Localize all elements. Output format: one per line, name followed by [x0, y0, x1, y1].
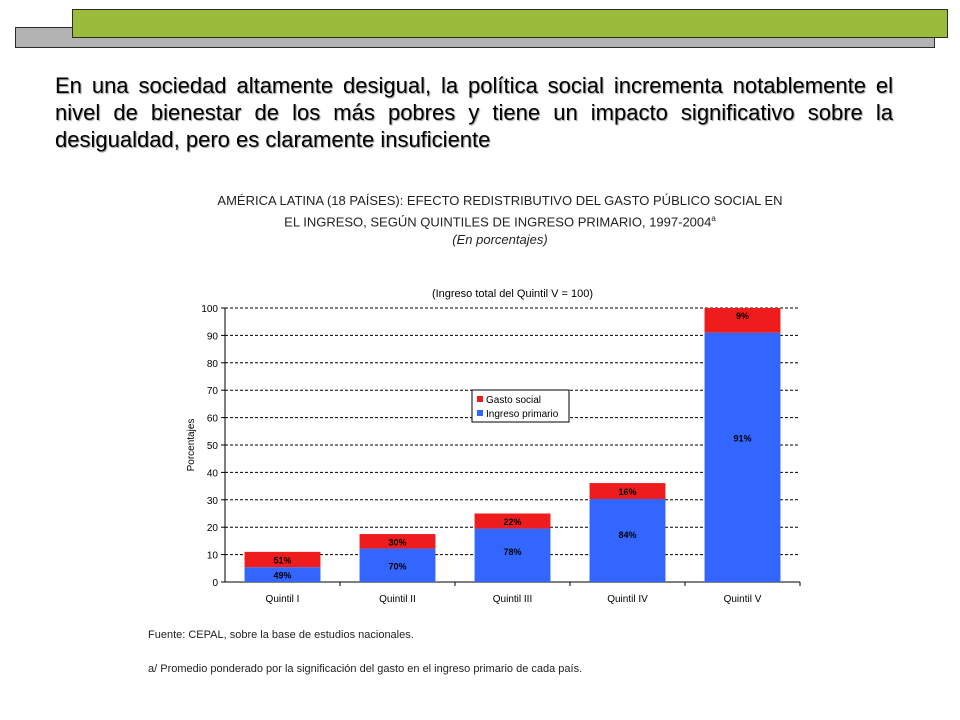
data-label-ingreso-primario: 84% — [618, 530, 636, 540]
y-tick-label: 30 — [207, 496, 219, 507]
y-tick-label: 100 — [201, 304, 218, 315]
bar-gasto-social — [474, 513, 551, 529]
bar-gasto-social — [589, 483, 666, 499]
bar-ingreso-primario — [589, 498, 666, 582]
legend-label: Ingreso primario — [486, 409, 559, 420]
footnote: a/ Promedio ponderado por la significaci… — [148, 663, 583, 675]
stacked-bar-chart: (Ingreso total del Quintil V = 100) 0 10 20… — [186, 288, 801, 605]
header-accent-bar — [72, 9, 948, 38]
x-tick-label: Quintil V — [724, 594, 762, 605]
data-label-gasto-social: 51% — [273, 556, 291, 566]
x-tick-label: Quintil II — [379, 594, 416, 605]
legend-swatch — [477, 410, 483, 416]
data-label-ingreso-primario: 78% — [503, 547, 521, 557]
y-tick-label: 70 — [207, 386, 219, 397]
bar-gasto-social — [359, 534, 436, 549]
bar-gasto-social — [704, 308, 781, 333]
data-label-ingreso-primario: 70% — [388, 561, 406, 571]
chart-title-sup: a — [711, 214, 716, 223]
x-tick-label: Quintil IV — [607, 594, 648, 605]
chart-title-line2-text: EL INGRESO, SEGÚN QUINTILES DE INGRESO P… — [284, 214, 712, 230]
data-label-gasto-social: 9% — [736, 311, 749, 321]
chart-title-line2: EL INGRESO, SEGÚN QUINTILES DE INGRESO P… — [200, 210, 800, 231]
data-label-gasto-social: 16% — [618, 487, 636, 497]
y-axis-label: Porcentajes — [186, 419, 197, 472]
y-tick-label: 20 — [207, 523, 219, 534]
x-tick-label: Quintil III — [493, 594, 532, 605]
y-tick-label: 10 — [207, 551, 219, 562]
bar-ingreso-primario — [359, 548, 436, 582]
chart-inner-title: (Ingreso total del Quintil V = 100) — [432, 288, 593, 300]
chart-title-block: AMÉRICA LATINA (18 PAÍSES): EFECTO REDIS… — [200, 192, 800, 249]
data-label-gasto-social: 30% — [388, 537, 406, 547]
chart-title-line1: AMÉRICA LATINA (18 PAÍSES): EFECTO REDIS… — [217, 193, 783, 208]
y-tick-label: 0 — [212, 578, 218, 589]
slide-headline: En una sociedad altamente desigual, la p… — [55, 73, 893, 152]
y-tick-label: 90 — [207, 331, 219, 342]
source-note: Fuente: CEPAL, sobre la base de estudios… — [148, 629, 414, 641]
bar-ingreso-primario — [474, 528, 551, 582]
data-label-ingreso-primario: 49% — [273, 571, 291, 581]
bar-ingreso-primario — [244, 567, 321, 582]
legend-box — [471, 389, 570, 423]
bar-ingreso-primario — [704, 332, 781, 582]
legend-label: Gasto social — [486, 395, 541, 406]
y-tick-label: 50 — [207, 441, 219, 452]
legend-swatch — [477, 396, 483, 402]
data-label-gasto-social: 22% — [503, 517, 521, 527]
y-tick-label: 80 — [207, 359, 219, 370]
chart-subtitle: (En porcentajes) — [452, 232, 548, 248]
x-tick-label: Quintil I — [266, 594, 300, 605]
y-tick-label: 60 — [207, 414, 219, 425]
bar-gasto-social — [244, 551, 321, 568]
y-tick-label: 40 — [207, 468, 219, 479]
data-label-ingreso-primario: 91% — [733, 433, 751, 443]
